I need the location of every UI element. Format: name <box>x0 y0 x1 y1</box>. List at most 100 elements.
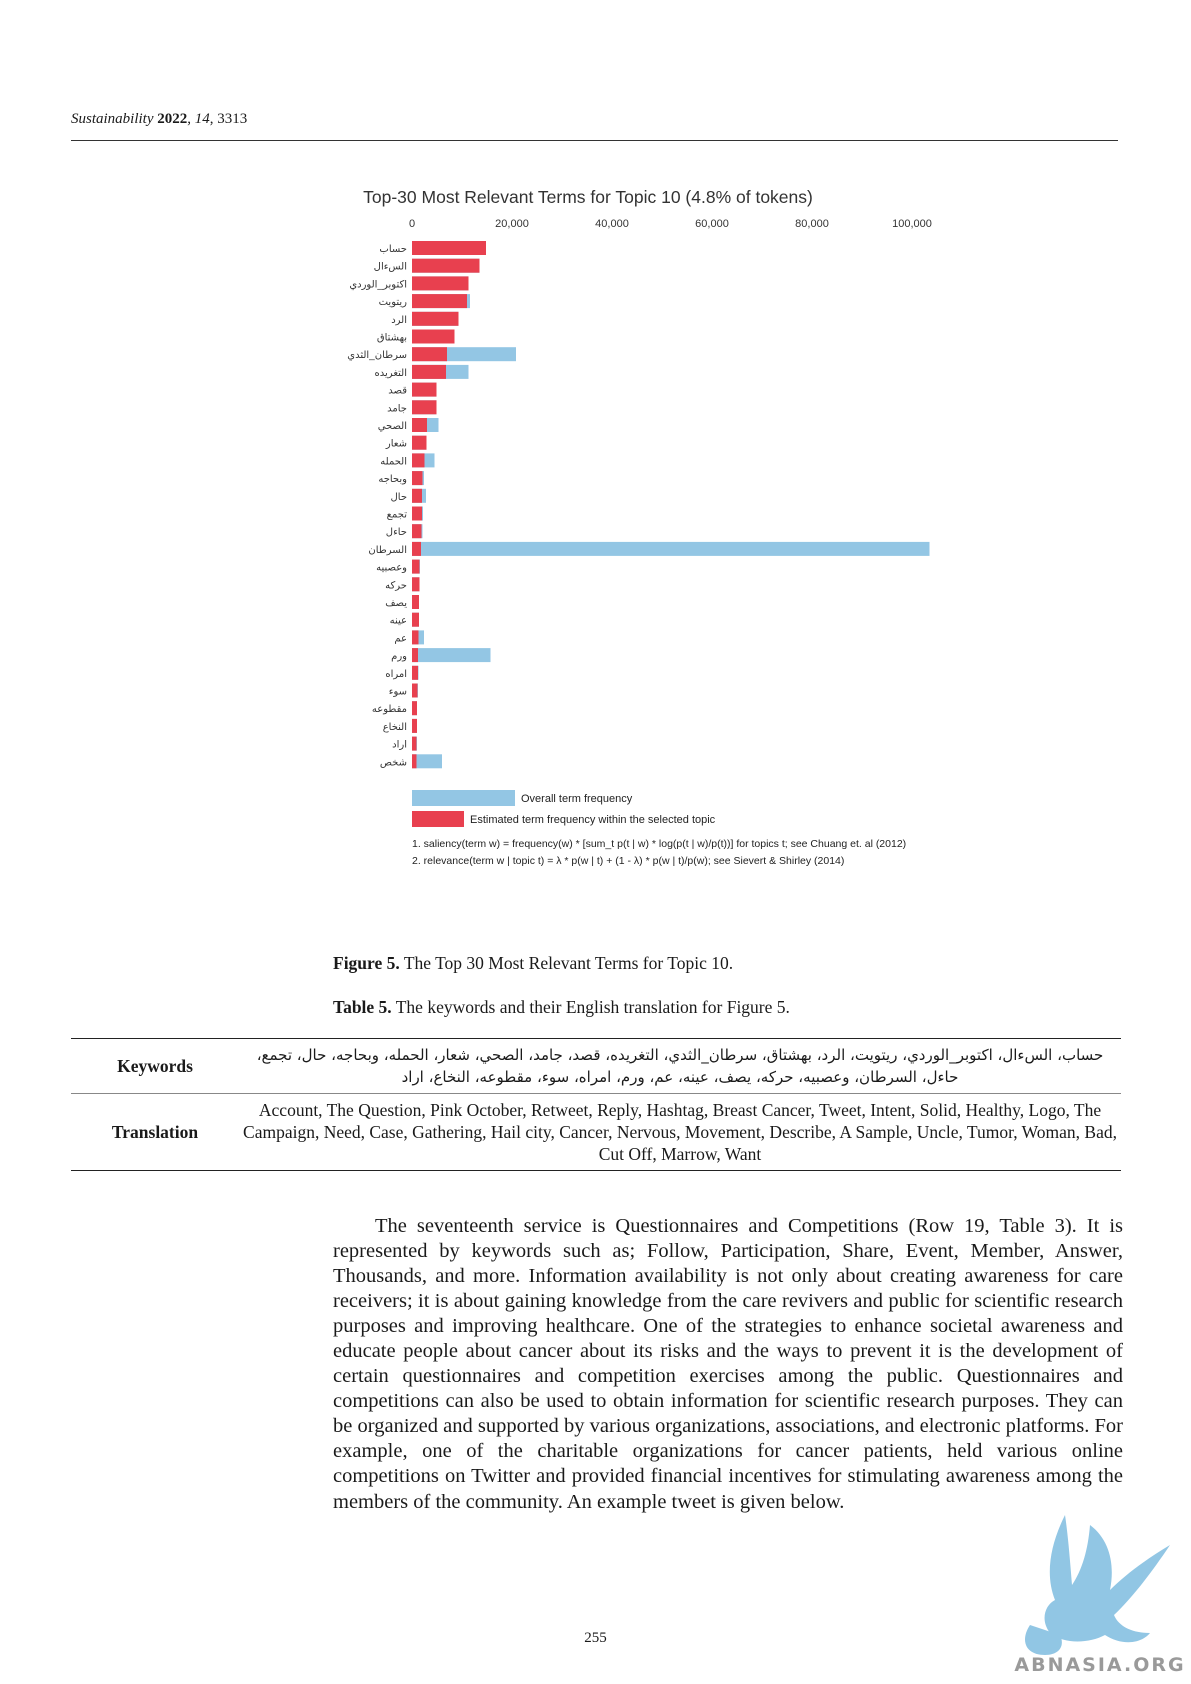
category-label: عينه <box>390 616 407 627</box>
table-row-translation: Translation Account, The Question, Pink … <box>71 1093 1121 1171</box>
table-caption-text: The keywords and their English translati… <box>391 997 790 1017</box>
bar-topic-frequency <box>412 276 469 291</box>
category-label: تجمع <box>387 510 408 521</box>
table-caption-label: Table 5. <box>333 997 392 1017</box>
category-label: جامد <box>387 403 407 414</box>
bar-overall-frequency <box>412 648 491 663</box>
x-tick-label: 0 <box>409 218 415 230</box>
table-row-keywords: Keywords حساب، السءال، اكتوبر_الوردي، ري… <box>71 1038 1121 1094</box>
bar-topic-frequency <box>412 683 418 698</box>
bar-topic-frequency <box>412 577 420 592</box>
category-label: السرطان <box>368 545 407 556</box>
category-label: التغريده <box>375 368 407 379</box>
keywords-arabic: حساب، السءال، اكتوبر_الوردي، ريتويت، الر… <box>239 1038 1121 1094</box>
category-label: شعار <box>385 439 407 450</box>
bar-topic-frequency <box>412 630 419 645</box>
legend-label-overall: Overall term frequency <box>521 793 633 805</box>
watermark-logo: ABNASIA.ORG <box>1014 1515 1185 1675</box>
table-caption: Table 5. The keywords and their English … <box>333 997 1123 1018</box>
bar-topic-frequency <box>412 329 455 344</box>
bar-topic-frequency <box>412 418 427 432</box>
category-label: اكتوبر_الوردي <box>349 279 407 290</box>
figure-caption: Figure 5. The Top 30 Most Relevant Terms… <box>333 953 1123 974</box>
category-label: سرطان_الثدي <box>347 350 407 361</box>
bar-topic-frequency <box>412 648 418 663</box>
journal-year: 2022 <box>157 111 188 127</box>
page-number: 255 <box>584 1630 607 1646</box>
category-label: مقطوعه <box>372 704 407 715</box>
bar-topic-frequency <box>412 541 421 556</box>
translation-english: Account, The Question, Pink October, Ret… <box>239 1093 1121 1171</box>
bar-topic-frequency <box>412 701 417 716</box>
category-label: سوء <box>389 687 407 698</box>
x-tick-label: 20,000 <box>495 218 529 230</box>
x-tick-label: 40,000 <box>595 218 629 230</box>
category-label: شخص <box>380 757 407 768</box>
legend-label-topic: Estimated term frequency within the sele… <box>470 814 716 826</box>
figure-caption-label: Figure 5. <box>333 953 400 973</box>
bar-topic-frequency <box>412 612 419 627</box>
body-paragraph: The seventeenth service is Questionnaire… <box>333 1214 1123 1513</box>
category-label: وبحاجه <box>378 474 407 485</box>
running-header: Sustainability 2022, 14, 3313 <box>71 111 1118 141</box>
category-label: عم <box>394 633 407 644</box>
bar-topic-frequency <box>412 488 422 503</box>
bar-topic-frequency <box>412 258 480 273</box>
category-label: حال <box>391 492 408 503</box>
x-tick-label: 80,000 <box>795 218 829 230</box>
legend-swatch-topic <box>412 811 464 827</box>
category-label: وعصبيه <box>376 563 407 574</box>
journal-name: Sustainability <box>71 111 154 127</box>
bar-topic-frequency <box>412 382 437 397</box>
bar-topic-frequency <box>412 453 425 468</box>
category-label: بهشتاق <box>377 333 407 344</box>
chart-title: Top-30 Most Relevant Terms for Topic 10 … <box>363 188 813 207</box>
category-label: ريتويت <box>379 297 408 308</box>
bar-overall-frequency <box>412 541 930 556</box>
category-label: السءال <box>374 262 407 273</box>
journal-volume: 14 <box>194 111 210 127</box>
category-label: ورم <box>391 651 407 662</box>
figure-caption-text: The Top 30 Most Relevant Terms for Topic… <box>399 953 734 973</box>
chart-note-saliency: 1. saliency(term w) = frequency(w) * [su… <box>412 838 906 850</box>
category-label: حركه <box>385 580 407 591</box>
category-label: حساب <box>379 244 407 255</box>
category-label: الرد <box>391 315 407 326</box>
bar-topic-frequency <box>412 736 417 751</box>
category-label: يصف <box>385 598 407 609</box>
bar-topic-frequency <box>412 718 417 733</box>
translation-label: Translation <box>71 1093 239 1171</box>
bar-topic-frequency <box>412 595 419 609</box>
watermark-text: ABNASIA.ORG <box>1014 1654 1185 1675</box>
bar-topic-frequency <box>412 471 423 486</box>
bar-topic-frequency <box>412 347 447 362</box>
bar-topic-frequency <box>412 754 417 769</box>
article-number: 3313 <box>217 111 248 127</box>
topic-bar-chart: Top-30 Most Relevant Terms for Topic 10 … <box>347 188 932 867</box>
bar-topic-frequency <box>412 400 437 415</box>
bar-topic-frequency <box>412 294 467 309</box>
bar-topic-frequency <box>412 559 420 574</box>
bar-topic-frequency <box>412 506 422 521</box>
bar-topic-frequency <box>412 524 422 539</box>
bar-topic-frequency <box>412 241 486 255</box>
bar-overall-frequency <box>412 754 442 769</box>
category-label: امراه <box>385 669 407 680</box>
category-label: الصحي <box>378 421 407 432</box>
category-label: النخاع <box>383 722 407 733</box>
bar-topic-frequency <box>412 435 427 450</box>
x-tick-label: 100,000 <box>892 218 932 230</box>
chart-note-relevance: 2. relevance(term w | topic t) = λ * p(w… <box>412 855 844 867</box>
category-label: حاءل <box>386 527 407 538</box>
bar-topic-frequency <box>412 364 446 379</box>
bar-topic-frequency <box>412 311 459 326</box>
x-tick-label: 60,000 <box>695 218 729 230</box>
bar-topic-frequency <box>412 665 418 680</box>
keywords-label: Keywords <box>71 1038 239 1094</box>
legend-swatch-overall <box>412 790 515 806</box>
category-label: اراد <box>392 740 407 751</box>
category-label: قصد <box>388 386 407 397</box>
keywords-table: Keywords حساب، السءال، اكتوبر_الوردي، ري… <box>71 1038 1121 1171</box>
griffin-icon <box>1025 1515 1170 1655</box>
category-label: الحمله <box>380 456 407 467</box>
